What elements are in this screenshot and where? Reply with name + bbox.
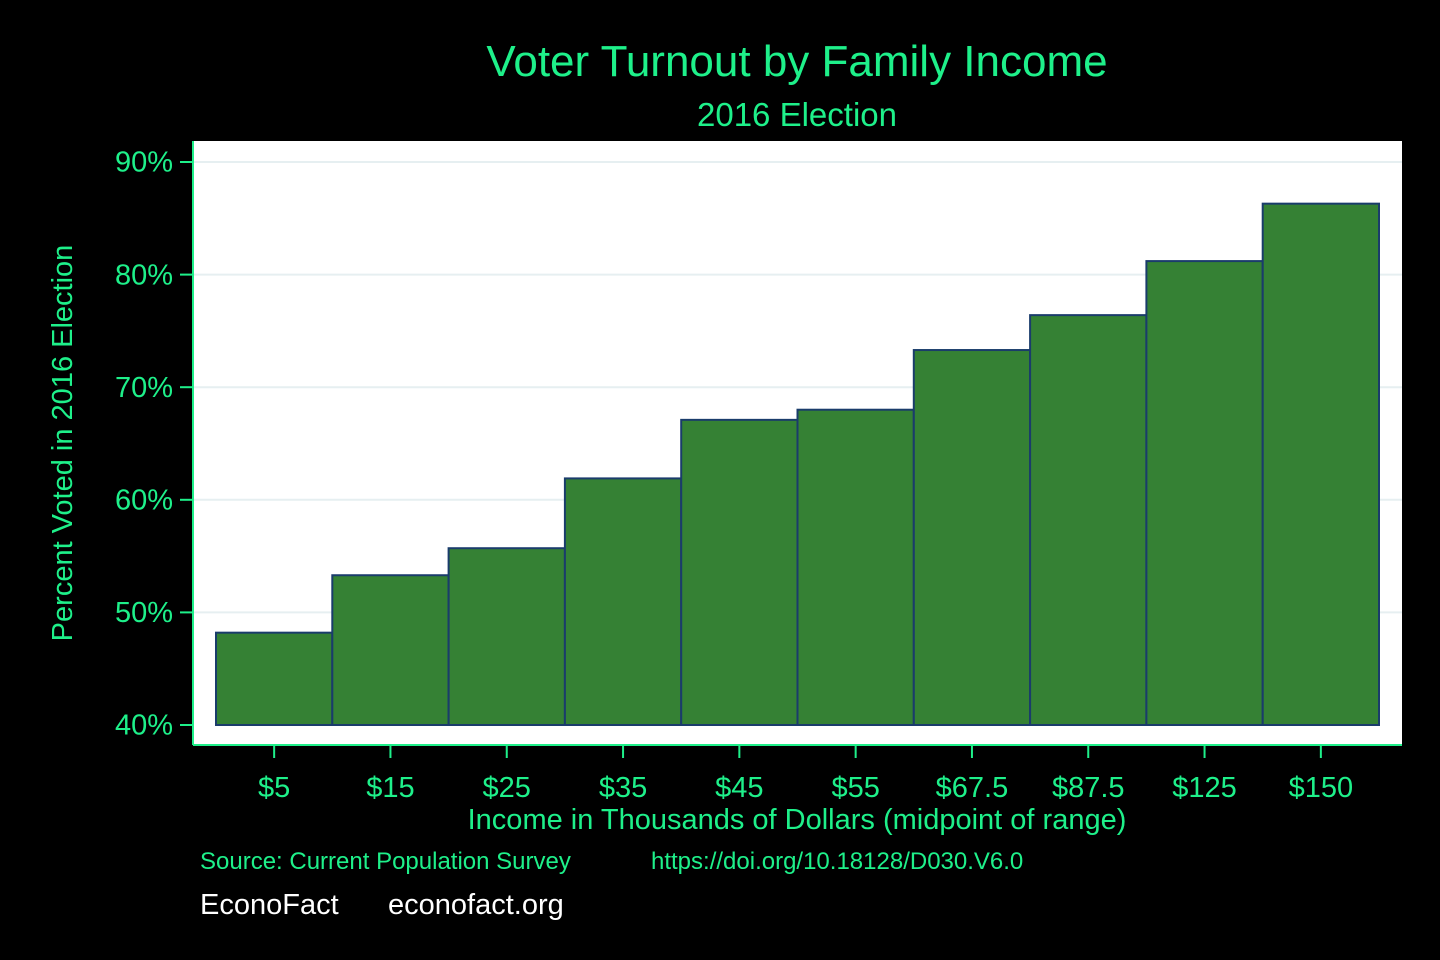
y-tick-label: 70%: [115, 372, 173, 404]
bar-$150: [1261, 202, 1380, 727]
x-tick-label: $150: [1289, 772, 1354, 804]
bar-$45: [680, 418, 799, 726]
bar-$125: [1145, 260, 1264, 726]
bar-$55: [796, 408, 915, 726]
x-tick-label: $25: [483, 772, 531, 804]
y-axis-title: Percent Voted in 2016 Election: [47, 245, 79, 642]
bar-$25: [447, 547, 566, 727]
x-tick-label: $5: [258, 772, 290, 804]
bar-$67.5: [912, 349, 1032, 726]
y-tick-label: 60%: [115, 484, 173, 516]
x-tick-label: $35: [599, 772, 647, 804]
source-note: Source: Current Population Survey: [200, 848, 571, 875]
y-axis-ticks: 40% 50% 60% 70% 80% 90%: [115, 147, 193, 742]
bar-$5: [215, 631, 334, 727]
bar-$87.5: [1029, 314, 1148, 726]
x-tick-label: $87.5: [1052, 772, 1125, 804]
doi-link[interactable]: https://doi.org/10.18128/D030.V6.0: [651, 848, 1023, 875]
x-tick-label: $67.5: [936, 772, 1009, 804]
y-tick-label: 50%: [115, 597, 173, 629]
x-axis-ticks: $5 $15 $25 $35 $45 $55 $67.5 $87.5 $125 $150: [258, 745, 1353, 804]
y-tick-label: 40%: [115, 710, 173, 742]
x-tick-label: $55: [831, 772, 879, 804]
brand-name: EconoFact: [200, 889, 339, 921]
x-tick-label: $45: [715, 772, 763, 804]
y-tick-label: 80%: [115, 259, 173, 291]
x-tick-label: $15: [366, 772, 414, 804]
chart-title: Voter Turnout by Family Income: [486, 37, 1107, 86]
bar-$35: [563, 477, 683, 726]
x-tick-label: $125: [1172, 772, 1237, 804]
bar-$15: [331, 574, 450, 726]
chart-subtitle: 2016 Election: [697, 96, 897, 133]
website-link[interactable]: econofact.org: [388, 889, 564, 921]
bars: [215, 202, 1380, 727]
y-tick-label: 90%: [115, 147, 173, 179]
x-axis-title: Income in Thousands of Dollars (midpoint…: [468, 804, 1127, 836]
